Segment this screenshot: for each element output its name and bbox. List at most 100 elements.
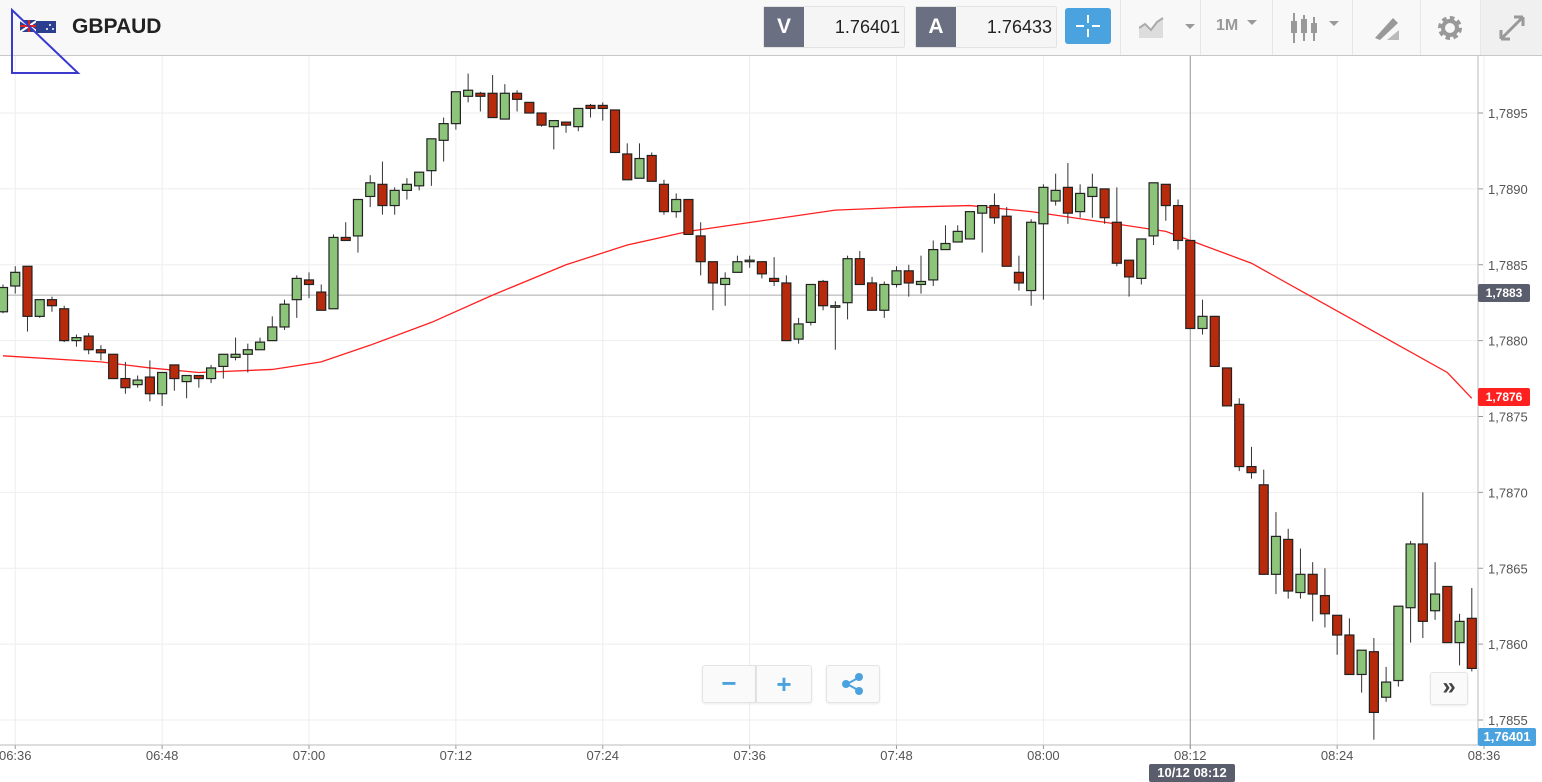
candle-body [1454,620,1465,644]
candle [267,316,278,342]
x-tick-label: 06:48 [146,748,179,763]
y-tick-label: 1,7885 [1488,258,1528,273]
candle [1172,199,1184,250]
y-tick-label: 1,7870 [1488,485,1528,500]
candle-body [1234,403,1245,468]
x-tick-label: 08:24 [1321,748,1354,763]
candle [634,143,645,179]
ask-buy-button[interactable]: A 1.76433 [915,6,1057,48]
bid-sell-button[interactable]: V 1.76401 [763,6,905,48]
candle [1295,548,1306,599]
candle-body [132,379,143,386]
candle-body [781,282,792,342]
x-tick-label: 07:36 [733,748,766,763]
candle-body [389,189,400,207]
scroll-right-button[interactable]: » [1430,672,1468,705]
candle [389,187,400,215]
candle-body [622,153,633,181]
candle [1013,255,1025,291]
candle-body [524,101,535,114]
x-tick-label: 07:24 [586,748,619,763]
x-tick-label: 07:00 [293,748,326,763]
candle-body [340,236,351,242]
candle [1209,315,1220,368]
candle-body [450,91,461,125]
fullscreen-button[interactable] [1480,0,1542,55]
candle-body [1001,215,1012,267]
ask-price: 1.76433 [986,17,1052,37]
x-tick-label: 08:12 [1174,748,1207,763]
x-tick-label: 08:36 [1468,748,1501,763]
candle-body [560,121,572,126]
candle-body [487,92,498,119]
candle [695,222,706,276]
bid-price-tag: 1,76401 [1478,728,1536,746]
candle-body [732,261,743,273]
candle-body [1209,315,1220,368]
candle-body [793,323,804,340]
candle-body [756,261,767,275]
candle [22,265,33,332]
drawing-tools-button[interactable] [1352,0,1421,55]
candle [781,275,792,342]
y-tick-label: 1,7860 [1488,637,1528,652]
triangle-drawing[interactable] [0,0,90,80]
candle-body [658,183,670,213]
candle-body [1123,259,1135,278]
candle [597,102,608,121]
candle-style-button[interactable] [1272,0,1353,55]
candle [891,266,902,288]
candle [59,305,70,343]
candle-body [609,109,621,154]
bid-label: V [764,7,804,47]
candle [1136,238,1147,285]
candle-body [181,374,192,383]
candle-body [1221,367,1233,407]
candlestick-icon [1291,13,1339,43]
candle-body [401,183,413,191]
candle [646,152,657,182]
candle [658,179,670,215]
candle-body [463,89,474,97]
zoom-out-button[interactable]: − [702,665,756,703]
candle-body [1087,186,1098,198]
candle-body [952,230,963,243]
candle [475,91,486,112]
candle [1258,469,1269,575]
candle-body [695,235,706,263]
candle-body [683,198,694,235]
candle [401,178,413,200]
candle-body [1417,543,1428,622]
candle-body [597,104,608,110]
candle [218,353,229,379]
candle [1417,492,1428,639]
chart-type-button[interactable] [1120,0,1201,55]
candle-body [1283,538,1294,592]
candle [279,299,290,331]
candle [1429,562,1441,620]
candle-body [854,258,865,286]
candle [720,272,731,306]
candle-body [989,204,1000,219]
candle-body [720,277,731,286]
candle [1026,219,1037,306]
candle [817,279,829,311]
share-button[interactable] [826,665,880,703]
timeframe-dropdown[interactable]: 1M [1200,0,1273,55]
candle [842,255,853,320]
zoom-in-button[interactable]: + [756,665,812,703]
candle-body [1381,681,1392,698]
crosshair-button[interactable] [1065,8,1111,44]
candle [0,284,9,314]
candle [805,283,816,326]
candle-body [1148,182,1159,237]
candle [1466,587,1477,672]
candle-body [230,353,241,358]
candle [120,361,131,394]
settings-button[interactable] [1420,0,1481,55]
candle [10,266,21,294]
timeframe-value: 1M [1216,17,1239,34]
candle [438,117,449,162]
candle-body [1185,239,1196,330]
